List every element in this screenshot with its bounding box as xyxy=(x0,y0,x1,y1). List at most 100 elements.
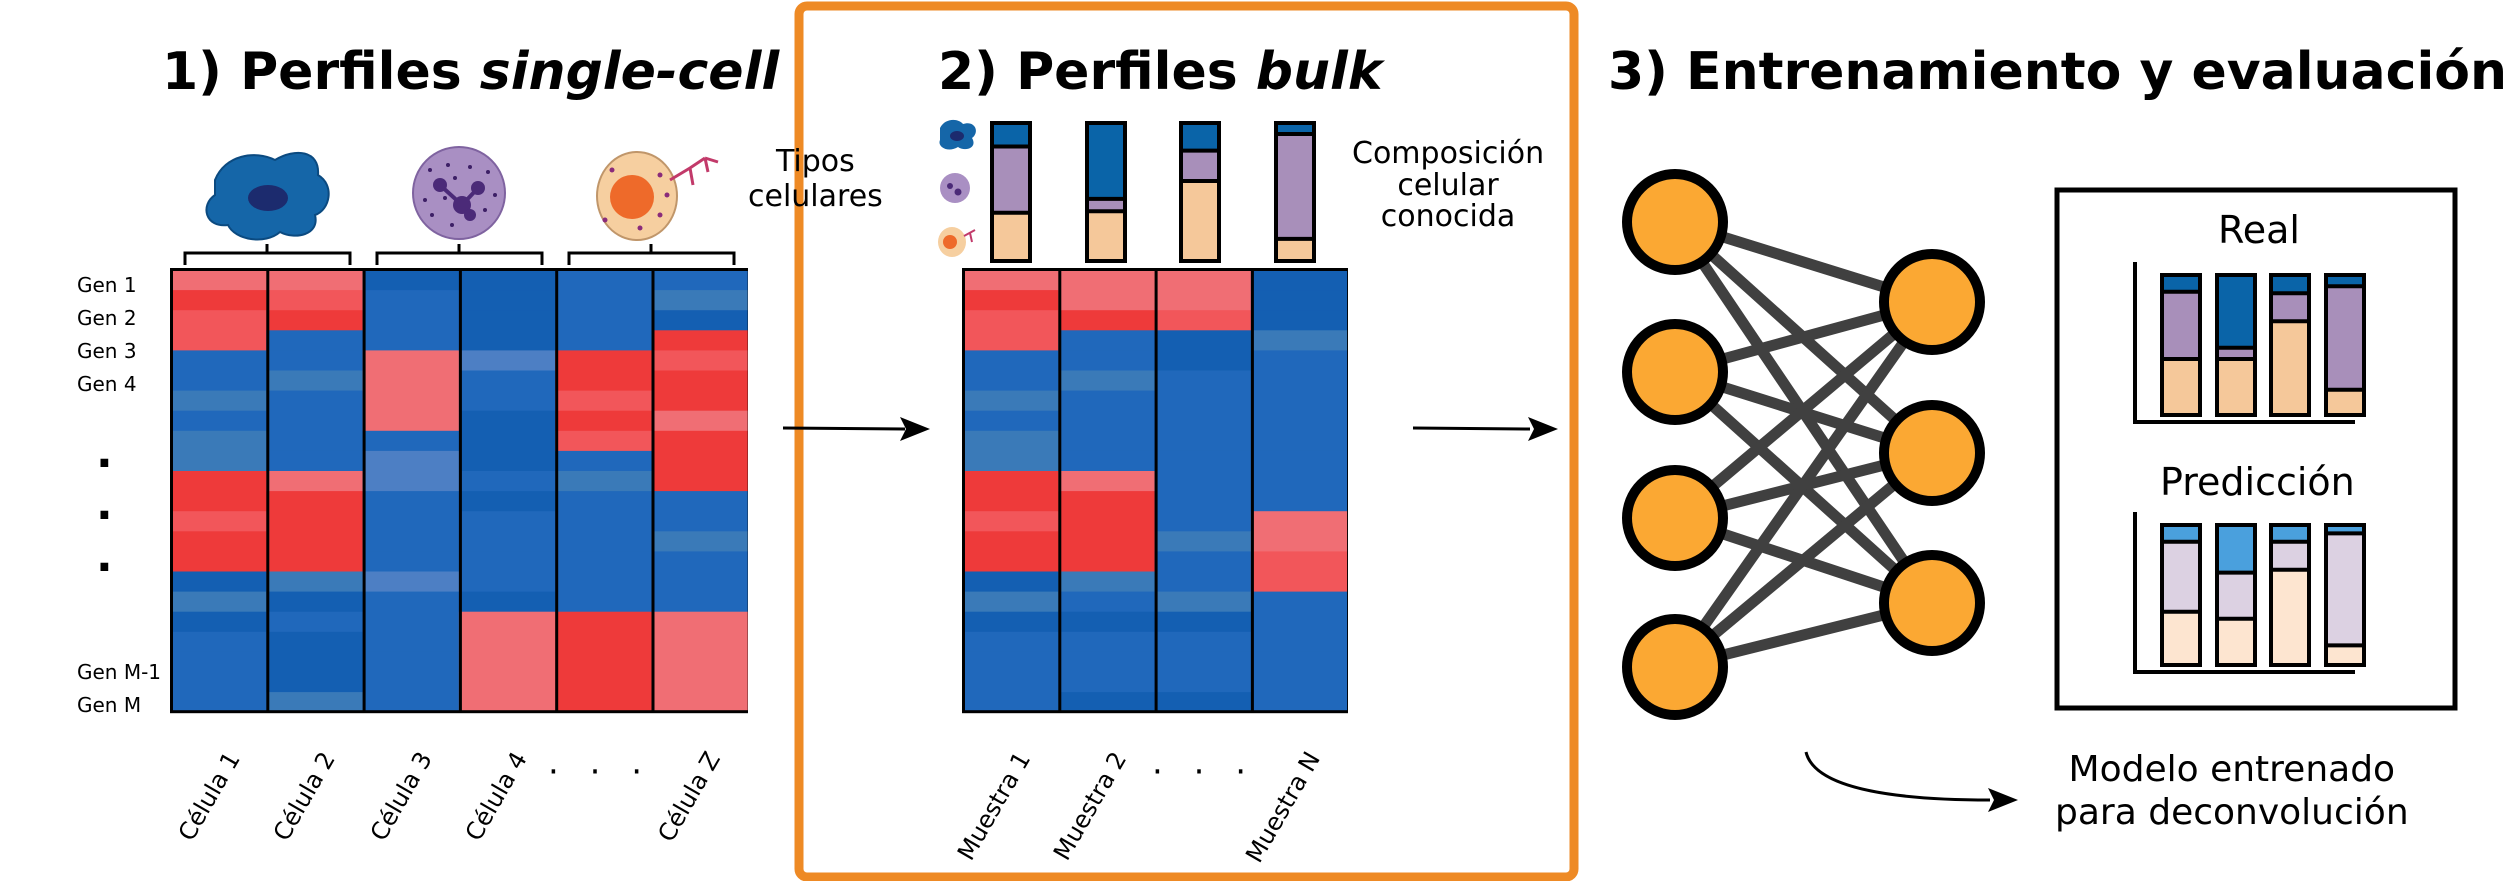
bar-segment xyxy=(2326,645,2364,665)
heatmap-cell xyxy=(458,631,556,653)
heatmap-cell xyxy=(1154,531,1252,552)
heatmap-cell xyxy=(266,310,364,331)
heatmap-cell xyxy=(555,491,653,512)
arrow-3 xyxy=(1804,751,2018,812)
bar-outline xyxy=(2215,523,2257,667)
gene-label: Gen 2 xyxy=(77,306,137,330)
heatmap-cell xyxy=(1154,310,1252,331)
heatmap-cell xyxy=(458,430,556,452)
heatmap-cell xyxy=(1250,571,1348,593)
heatmap-cell xyxy=(555,330,653,351)
heatmap-cell xyxy=(1250,450,1348,472)
heatmap-cell xyxy=(962,471,1059,492)
heatmap-cell xyxy=(1154,430,1252,452)
horizontal-dots: · · · xyxy=(1152,752,1257,792)
bar-outline xyxy=(2269,523,2311,667)
vertical-dot: · xyxy=(96,438,113,489)
heatmap-cell xyxy=(962,571,1059,593)
bar-segment xyxy=(992,123,1030,147)
heatmap-cell xyxy=(458,591,556,613)
heatmap-cell xyxy=(362,290,460,311)
heatmap-cell xyxy=(651,390,748,412)
heatmap-cell xyxy=(1154,390,1252,412)
heatmap-cell xyxy=(170,310,267,331)
known-composition-label: Composición celular conocida xyxy=(1352,136,1545,234)
heatmap-cell xyxy=(170,571,267,593)
bar-outline xyxy=(2324,523,2366,667)
heatmap-cell xyxy=(1058,330,1156,351)
heatmap-cell xyxy=(1250,350,1348,372)
prediction-bars xyxy=(2160,523,2366,667)
heatmap-cell xyxy=(651,370,748,392)
heatmap-cell xyxy=(1154,571,1252,593)
prediction-label: Predicción xyxy=(2160,460,2355,504)
heatmap-cell xyxy=(1058,692,1156,713)
heatmap-cell xyxy=(170,270,267,291)
heatmap-cell xyxy=(651,330,748,351)
heatmap-cell xyxy=(1154,631,1252,653)
heatmap-cell xyxy=(458,672,556,693)
heatmap-cell xyxy=(651,591,748,613)
bar-segment xyxy=(2326,275,2364,287)
heatmap-cell xyxy=(555,672,653,693)
heatmap-cell xyxy=(362,310,460,331)
heatmap-cell xyxy=(266,571,364,593)
heatmap-cell xyxy=(1154,471,1252,492)
heatmap-cell xyxy=(1154,350,1252,372)
heatmap-cell xyxy=(170,410,267,432)
heatmap-cell xyxy=(1058,651,1156,673)
heatmap-cell xyxy=(962,310,1059,331)
heatmap-cell xyxy=(1058,551,1156,573)
heatmap-cell xyxy=(555,651,653,673)
heatmap-cell xyxy=(266,350,364,372)
cell-type-1-icon xyxy=(205,152,330,241)
cell-type-brackets xyxy=(183,244,736,265)
heatmap-cell xyxy=(651,692,748,713)
heatmap-cell xyxy=(555,410,653,432)
heatmap-cell xyxy=(1250,651,1348,673)
heatmap-cell xyxy=(362,611,460,633)
heatmap-cell xyxy=(266,290,364,311)
heatmap-cell xyxy=(170,350,267,372)
heatmap-cell xyxy=(555,350,653,372)
vertical-dot: · xyxy=(96,490,113,541)
bar-segment xyxy=(2271,569,2309,665)
heatmap-cell xyxy=(1058,290,1156,311)
heatmap-cell xyxy=(1154,672,1252,693)
heatmap-cell xyxy=(1154,330,1252,351)
heatmap-cell xyxy=(362,531,460,552)
heatmap-cell xyxy=(458,390,556,412)
heatmap-cell xyxy=(651,571,748,593)
gene-label: Gen 1 xyxy=(77,273,137,297)
heatmap-cell xyxy=(458,450,556,472)
heatmap-cell xyxy=(266,330,364,351)
heatmap-cell xyxy=(555,692,653,713)
heatmap-cell xyxy=(1058,350,1156,372)
heatmap-cell xyxy=(458,471,556,492)
heatmap-cell xyxy=(1058,370,1156,392)
panel3-title: 3) Entrenamiento y evaluación xyxy=(1608,42,2504,102)
bar-segment xyxy=(2217,359,2255,415)
heatmap-cell xyxy=(962,531,1059,552)
heatmap-cell xyxy=(1058,511,1156,532)
heatmap-cell xyxy=(962,350,1059,372)
heatmap-cell xyxy=(651,651,748,673)
heatmap-cell xyxy=(170,631,267,653)
heatmap-cell xyxy=(962,672,1059,693)
heatmap-cell xyxy=(1154,611,1252,633)
heatmap-cell xyxy=(170,692,267,713)
heatmap-cell xyxy=(651,672,748,693)
heatmap-cell xyxy=(1154,450,1252,472)
heatmap-cell xyxy=(1058,611,1156,633)
heatmap-cell xyxy=(458,491,556,512)
bar-segment xyxy=(2271,541,2309,570)
bar-segment xyxy=(2271,293,2309,322)
bar-segment xyxy=(2162,291,2200,359)
heatmap-cell xyxy=(362,330,460,351)
heatmap-cell xyxy=(651,551,748,573)
heatmap-cell xyxy=(458,290,556,311)
network-node xyxy=(1879,400,1985,506)
bar-segment xyxy=(2271,525,2309,542)
heatmap-cell xyxy=(1250,491,1348,512)
heatmap-cell xyxy=(651,430,748,452)
